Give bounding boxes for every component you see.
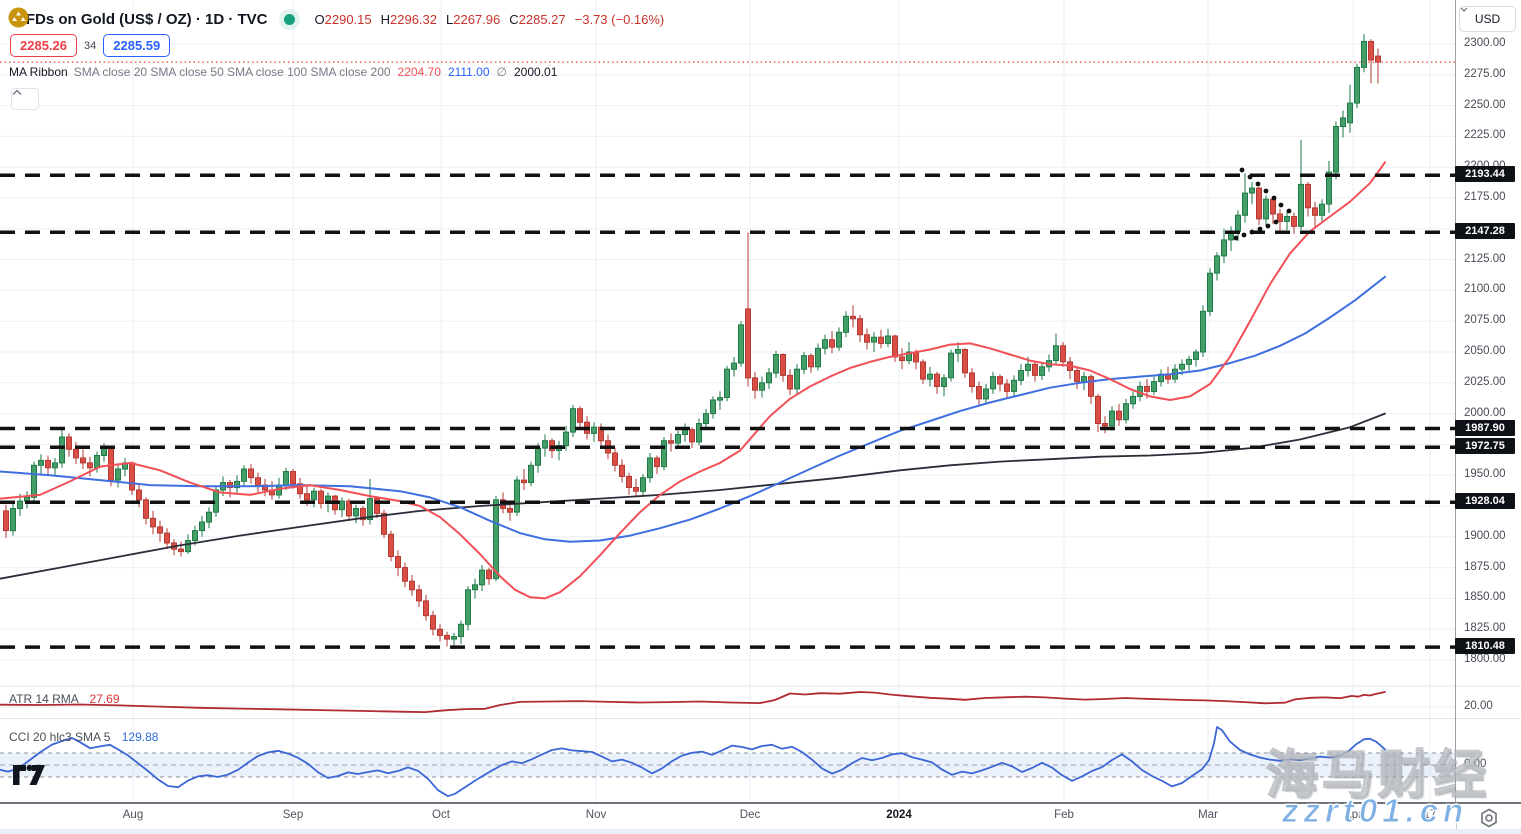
cci-line — [0, 726, 1386, 798]
annotation-dots — [1233, 167, 1292, 241]
axis-corner-divider — [1456, 803, 1457, 829]
time-label: Aug — [122, 809, 144, 821]
gear-icon[interactable] — [1479, 808, 1499, 828]
price-label: 1875.00 — [1464, 560, 1506, 573]
trade-buttons-row: 2285.26 34 2285.59 — [10, 34, 171, 57]
time-label: Nov — [585, 809, 607, 821]
spread-value: 34 — [84, 39, 97, 52]
time-label: Sep — [282, 809, 304, 821]
price-level-badge: 1987.90 — [1455, 419, 1515, 436]
sell-button[interactable]: 2285.26 — [10, 34, 77, 57]
support-resistance-levels — [0, 173, 1455, 649]
atr-value: 27.69 — [89, 692, 120, 706]
sma200-value: 2000.01 — [514, 65, 558, 79]
chevron-up-icon — [12, 89, 22, 96]
price-label: 1950.00 — [1464, 468, 1506, 481]
price-label: 1900.00 — [1464, 529, 1506, 542]
atr-line — [0, 691, 1386, 713]
price-level-badge: 2147.28 — [1455, 223, 1515, 240]
sma50-value: 2111.00 — [447, 65, 490, 79]
cci-value: 129.88 — [121, 730, 159, 744]
chevron-down-icon — [1460, 7, 1468, 12]
time-label: Apr — [1344, 809, 1362, 821]
atr-pane-legend[interactable]: ATR 14 RMA 27.69 — [9, 692, 120, 706]
collapse-legend-button[interactable] — [11, 88, 39, 110]
sma20-line — [0, 161, 1386, 600]
high-value: H2296.32 — [380, 11, 438, 27]
cci-pane-legend[interactable]: CCI 20 hlc3 SMA 5 129.88 — [9, 730, 158, 744]
price-label: 2050.00 — [1464, 345, 1506, 357]
low-value: L2267.96 — [446, 11, 501, 27]
sma100-hidden-value: ∅ — [496, 65, 507, 79]
change-value: −3.73 (−0.16%) — [574, 11, 665, 27]
buy-button[interactable]: 2285.59 — [103, 34, 171, 57]
ma-ribbon-params: SMA close 20 SMA close 50 SMA close 100 … — [73, 65, 391, 79]
open-value: O2290.15 — [314, 11, 372, 27]
sma200-line — [0, 412, 1386, 580]
time-label: 2024 — [886, 809, 912, 821]
ohlc-values: O2290.15 H2296.32 L2267.96 C2285.27 −3.7… — [315, 12, 665, 27]
sma50-line — [0, 275, 1386, 543]
time-label: Mar — [1198, 809, 1218, 821]
price-label: 2000.00 — [1464, 406, 1506, 419]
ma-ribbon-title: MA Ribbon — [9, 65, 68, 79]
price-axis[interactable]: USD 2300.002275.002250.002225.002200.002… — [1455, 0, 1521, 803]
price-label: 1825.00 — [1464, 622, 1506, 635]
time-label: Dec — [739, 809, 761, 821]
time-axis[interactable]: Aug Sep Oct Nov Dec 2024 Feb Mar Apr 17 — [0, 803, 1521, 834]
close-value: C2285.27 — [509, 11, 566, 27]
price-label: 1850.00 — [1464, 591, 1506, 604]
grid-layer — [0, 0, 1455, 803]
time-label: Feb — [1054, 809, 1074, 821]
price-label: 2100.00 — [1464, 283, 1506, 296]
atr-scale-label: 20.00 — [1464, 700, 1493, 712]
price-label: 2225.00 — [1464, 129, 1506, 142]
atr-label: ATR 14 RMA — [9, 692, 79, 706]
tradingview-logo[interactable] — [13, 765, 45, 785]
price-label: 2250.00 — [1464, 98, 1506, 111]
price-label: 2300.00 — [1464, 37, 1506, 49]
price-level-badge: 1972.75 — [1455, 438, 1515, 455]
market-status-dot[interactable] — [283, 13, 295, 25]
price-level-badge: 1810.48 — [1455, 638, 1515, 655]
cci-scale-label: 0.00 — [1464, 758, 1487, 770]
candlestick-layer — [3, 34, 1381, 648]
price-label: 2175.00 — [1464, 191, 1506, 203]
price-level-badge: 1928.04 — [1455, 493, 1515, 510]
symbol-title[interactable]: CFDs on Gold (US$ / OZ) · 1D · TVC — [15, 10, 268, 28]
symbol-legend-row[interactable]: CFDs on Gold (US$ / OZ) · 1D · TVC O2290… — [8, 7, 664, 31]
time-label: Oct — [432, 809, 450, 821]
bottom-strip — [0, 829, 1521, 834]
price-label: 2125.00 — [1464, 252, 1506, 265]
price-label: 2075.00 — [1464, 314, 1506, 327]
gold-coin-icon — [8, 7, 29, 28]
axis-borders — [0, 0, 1521, 804]
sma20-value: 2204.70 — [397, 65, 441, 79]
price-label: 2275.00 — [1464, 67, 1506, 80]
currency-dropdown[interactable]: USD — [1459, 6, 1516, 32]
price-label: 2025.00 — [1464, 375, 1506, 388]
cci-label: CCI 20 hlc3 SMA 5 — [9, 730, 111, 744]
cci-band — [0, 752, 1455, 778]
pane-dividers — [0, 685, 1521, 719]
price-level-badge: 2193.44 — [1455, 166, 1515, 183]
price-label: 1800.00 — [1464, 653, 1506, 665]
time-label: 17 — [1423, 809, 1437, 821]
currency-label: USD — [1474, 12, 1501, 26]
ma-ribbon-legend[interactable]: MA Ribbon SMA close 20 SMA close 50 SMA c… — [9, 65, 557, 79]
